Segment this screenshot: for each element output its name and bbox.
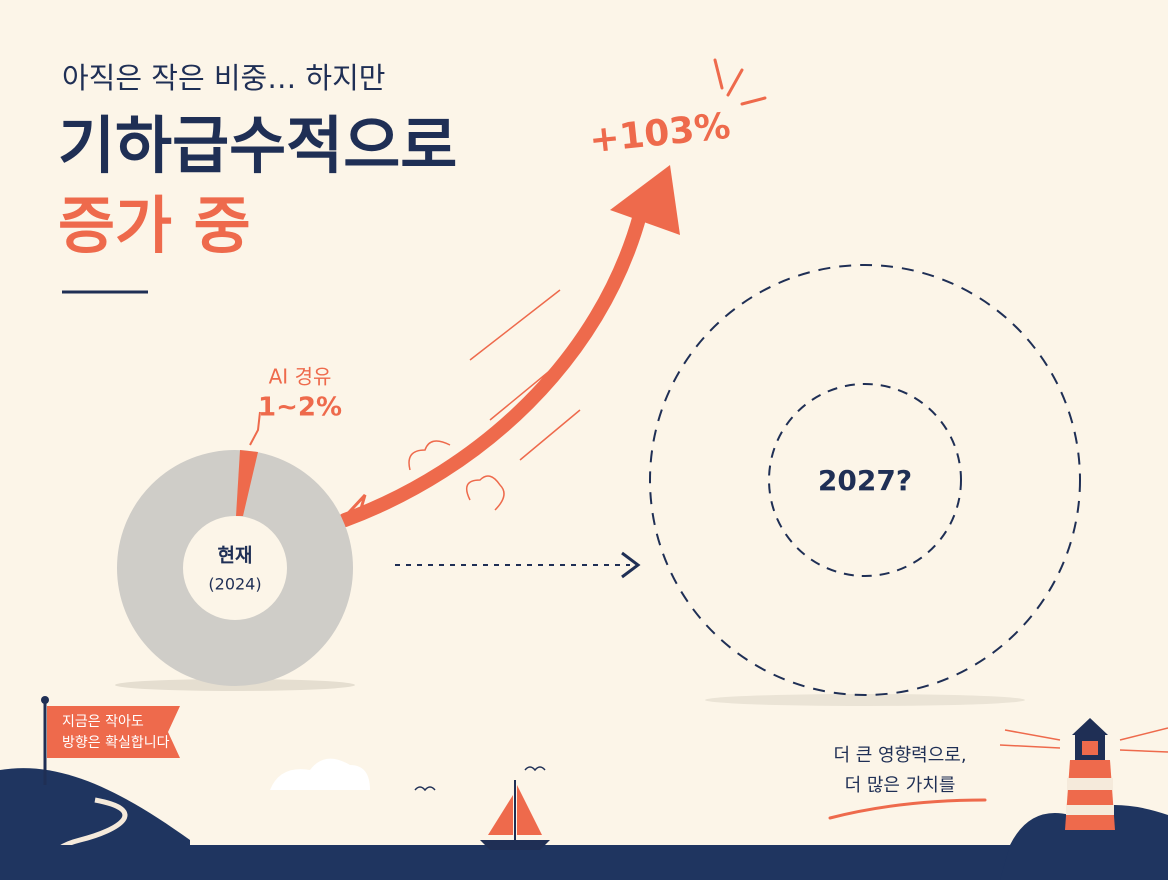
flag (47, 706, 180, 758)
sail (517, 785, 542, 835)
future-inner (768, 383, 962, 577)
flag-knob (41, 696, 49, 704)
headline-line3: 증가 중 (58, 189, 251, 262)
tower-stripe (1066, 805, 1114, 815)
tower-stripe (1067, 778, 1113, 790)
flag-line: 방향은 확실합니다 (62, 735, 170, 751)
growth-arrow (338, 208, 647, 527)
rocks (1000, 805, 1168, 880)
lamp (1082, 741, 1098, 755)
arrow-head (610, 165, 680, 235)
flag-line: 지금은 작아도 (62, 714, 144, 730)
headline-line1: 아직은 작은 비중… 하지만 (62, 61, 385, 95)
donut-ring (117, 450, 353, 686)
birds (414, 766, 546, 792)
sail-2 (488, 795, 513, 835)
spark (338, 493, 381, 524)
center-sub: (2024) (208, 575, 261, 594)
dotted-arrow-head (621, 551, 641, 579)
speed-lines (469, 289, 581, 461)
tower (1065, 760, 1115, 830)
headline-line2: 기하급수적으로 (58, 109, 457, 182)
light-rays (999, 727, 1168, 753)
future-outer (649, 264, 1081, 696)
ai-slice (236, 450, 258, 516)
slice-pointer (249, 411, 261, 446)
segment-label: AI 경유 (269, 365, 332, 389)
hull (480, 840, 550, 850)
closing-line: 더 많은 가치를 (845, 775, 956, 796)
closing-line: 더 큰 영향력으로, (833, 745, 966, 766)
sea (0, 845, 1168, 880)
cloud (270, 758, 370, 790)
segment-value: 1~2% (258, 393, 342, 423)
center-label: 현재 (218, 545, 253, 567)
future-label: 2027? (818, 464, 912, 497)
lamp-roof (1072, 718, 1108, 735)
puffs (408, 440, 505, 511)
closing-underline (828, 798, 987, 820)
burst-lines (713, 58, 767, 106)
future-shadow (705, 694, 1025, 706)
